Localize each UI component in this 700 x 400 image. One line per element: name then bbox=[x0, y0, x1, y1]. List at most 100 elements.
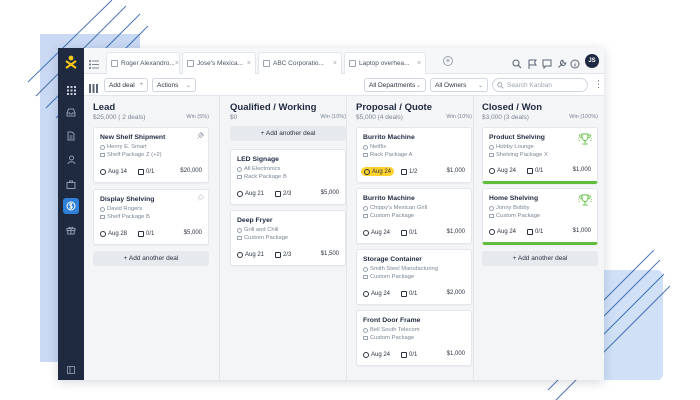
deal-date-text: Aug 21 bbox=[245, 190, 265, 197]
grid-apps-icon[interactable] bbox=[63, 82, 79, 98]
deals-icon[interactable] bbox=[63, 198, 79, 214]
search-kanban-input[interactable]: Search Kanban bbox=[492, 78, 588, 92]
column-divider bbox=[473, 96, 474, 380]
list-menu-icon[interactable] bbox=[88, 56, 99, 74]
chat-icon[interactable] bbox=[542, 56, 552, 74]
deal-tasks: 0/1 bbox=[527, 227, 543, 236]
tab-record-1[interactable]: Roger Alexandro... × bbox=[106, 52, 180, 74]
deal-contact: Jonny Bobby bbox=[489, 205, 530, 211]
close-icon[interactable]: × bbox=[332, 60, 337, 67]
deal-contact: David Rogers bbox=[100, 206, 142, 212]
deal-footer: Aug 24 0/1 $1,000 bbox=[363, 350, 465, 359]
person-icon bbox=[100, 144, 105, 150]
tab-record-4[interactable]: Laptop overhea... × bbox=[344, 52, 426, 74]
add-deal-button[interactable]: Add deal + bbox=[104, 78, 148, 92]
deal-package-text: Shelf Package Z (+2) bbox=[107, 152, 162, 158]
deal-package: Shelving Package X bbox=[489, 152, 548, 158]
info-icon[interactable] bbox=[570, 56, 580, 74]
package-icon bbox=[363, 153, 368, 157]
deal-tasks-text: 0/1 bbox=[409, 290, 418, 297]
kanban-view-icon[interactable] bbox=[89, 80, 98, 98]
deal-due-date: Aug 24 bbox=[363, 289, 390, 298]
deal-tasks: 0/1 bbox=[401, 350, 417, 359]
deal-footer: Aug 21 2/3 $5,000 bbox=[237, 189, 339, 198]
tab-label: ABC Corporatio... bbox=[273, 60, 324, 67]
tab-record-2[interactable]: Jose's Mexica... × bbox=[182, 52, 256, 74]
deal-package: Shelf Package B bbox=[100, 214, 150, 220]
add-another-deal-button[interactable]: + Add another deal bbox=[93, 251, 209, 266]
tab-record-3[interactable]: ABC Corporatio... × bbox=[258, 52, 342, 74]
deal-amount: $2,000 bbox=[446, 290, 465, 296]
person-icon bbox=[363, 144, 368, 150]
briefcase-icon[interactable] bbox=[63, 176, 79, 192]
column-proposal-quote: Proposal / Quote $5,000 (4 deals) Win (1… bbox=[356, 96, 474, 380]
deal-title: New Shelf Shipment bbox=[100, 134, 166, 141]
deal-card[interactable]: Display Shelving David Rogers Shelf Pack… bbox=[93, 189, 209, 245]
wrench-icon[interactable] bbox=[557, 56, 567, 74]
deal-contact: Grill and Chill bbox=[237, 227, 278, 233]
departments-dropdown[interactable]: All Departments ⌄ bbox=[364, 78, 426, 92]
person-icon bbox=[363, 205, 368, 211]
deal-contact-text: Hobby Lounge bbox=[496, 144, 534, 150]
clock-icon bbox=[363, 229, 369, 236]
package-icon bbox=[237, 236, 242, 240]
column-summary: $3,000 (3 deals) bbox=[482, 114, 529, 121]
deal-contact: Chippy's Mexican Grill bbox=[363, 205, 427, 211]
deal-card[interactable]: Storage Container Smith Steel Manufactur… bbox=[356, 249, 472, 305]
package-icon bbox=[363, 214, 368, 218]
deal-package-text: Custom Package bbox=[370, 213, 415, 219]
person-icon bbox=[489, 144, 494, 150]
collapse-sidebar-icon[interactable] bbox=[63, 362, 79, 378]
deal-tasks: 2/3 bbox=[275, 250, 291, 259]
avatar[interactable]: JS bbox=[585, 54, 599, 68]
close-icon[interactable]: × bbox=[246, 60, 251, 67]
deal-amount: $1,000 bbox=[572, 228, 591, 234]
deal-title: Burrito Machine bbox=[363, 195, 415, 202]
deal-card[interactable]: Front Door Frame Bell South Telecom Cust… bbox=[356, 310, 472, 366]
plus-icon: + bbox=[139, 82, 143, 88]
deal-card[interactable]: Deep Fryer Grill and Chill Custom Packag… bbox=[230, 210, 346, 266]
contacts-icon[interactable] bbox=[63, 152, 79, 168]
package-icon bbox=[100, 153, 105, 157]
more-options-icon[interactable]: ⋮ bbox=[594, 79, 603, 89]
column-lead: Lead $25,000 ( 2 deals) Win (5%) New She… bbox=[93, 96, 211, 380]
deal-card[interactable]: LED Signage All Electronics Rack Package… bbox=[230, 149, 346, 205]
deal-tasks: 0/1 bbox=[401, 228, 417, 237]
search-icon[interactable] bbox=[512, 56, 522, 74]
deal-package: Custom Package bbox=[363, 274, 414, 280]
owners-dropdown[interactable]: All Owners ⌄ bbox=[430, 78, 488, 92]
package-icon bbox=[363, 336, 368, 340]
deal-tasks-text: 2/3 bbox=[283, 190, 292, 197]
chevron-down-icon: ⌄ bbox=[477, 82, 483, 89]
record-icon bbox=[187, 60, 194, 67]
add-another-deal-button[interactable]: + Add another deal bbox=[482, 251, 598, 266]
deal-amount: $5,000 bbox=[320, 190, 339, 196]
new-tab-plus-icon[interactable]: + bbox=[443, 56, 453, 66]
deal-contact-text: Bell South Telecom bbox=[370, 327, 420, 333]
pin-icon[interactable] bbox=[197, 194, 204, 201]
deal-due-date-overdue: Aug 24 bbox=[361, 167, 395, 176]
gift-icon[interactable] bbox=[63, 222, 79, 238]
deal-date-text: Aug 24 bbox=[372, 168, 392, 175]
flag-icon[interactable] bbox=[528, 56, 537, 74]
deal-card-won[interactable]: Product Shelving Hobby Lounge Shelving P… bbox=[482, 127, 598, 184]
deal-card[interactable]: Burrito Machine Chippy's Mexican Grill C… bbox=[356, 188, 472, 244]
inbox-icon[interactable] bbox=[63, 104, 79, 120]
deal-footer: Aug 24 0/1 $1,000 bbox=[489, 166, 591, 175]
close-icon[interactable]: × bbox=[416, 60, 421, 67]
deal-package: Custom Package bbox=[363, 335, 414, 341]
deal-card[interactable]: Burrito Machine Netflix Rack Package A A… bbox=[356, 127, 472, 183]
add-another-deal-button[interactable]: + Add another deal bbox=[230, 126, 346, 141]
actions-dropdown[interactable]: Actions ⌄ bbox=[152, 78, 196, 92]
deal-card[interactable]: New Shelf Shipment Henry E. Smart Shelf … bbox=[93, 127, 209, 183]
app-logo-icon[interactable] bbox=[63, 54, 79, 70]
checkbox-icon bbox=[527, 167, 533, 174]
deal-footer: Aug 24 0/1 $2,000 bbox=[363, 289, 465, 298]
deal-date-text: Aug 24 bbox=[371, 229, 391, 236]
pin-icon[interactable] bbox=[197, 132, 204, 139]
document-icon[interactable] bbox=[63, 128, 79, 144]
deal-card-won[interactable]: Home Shelving Jonny Bobby Custom Package… bbox=[482, 188, 598, 245]
close-icon[interactable]: × bbox=[174, 60, 179, 67]
checkbox-icon bbox=[401, 290, 407, 297]
deal-title: Burrito Machine bbox=[363, 134, 415, 141]
